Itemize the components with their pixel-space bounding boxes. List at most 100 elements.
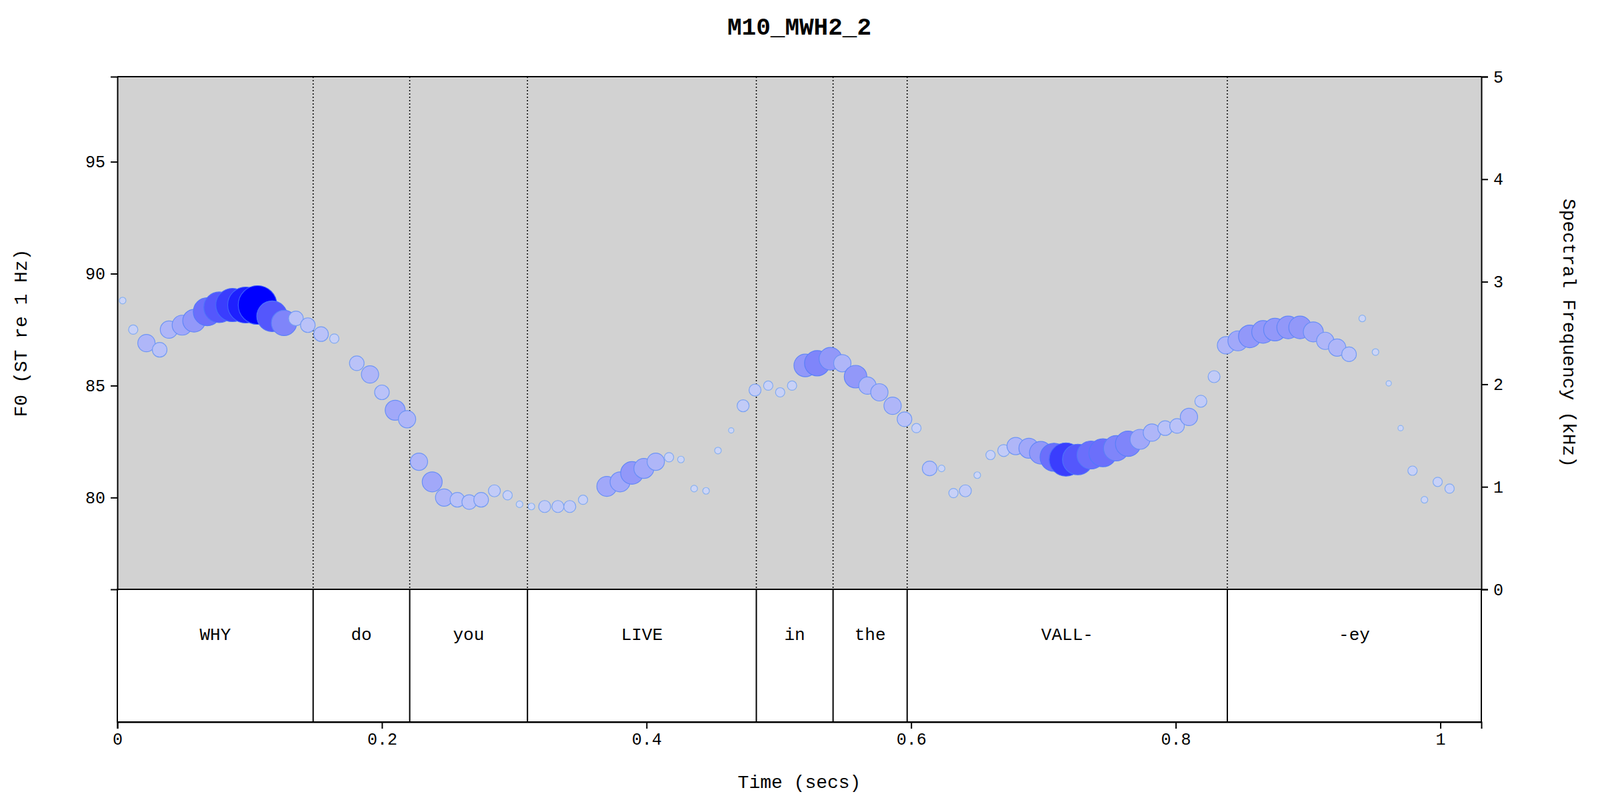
f0-point — [677, 456, 684, 463]
f0-point — [119, 297, 126, 304]
f0-point — [690, 485, 698, 492]
word-boundaries — [313, 76, 1228, 722]
tier-box — [117, 589, 1482, 722]
word-label: in — [784, 625, 805, 646]
tick-mark — [110, 161, 118, 163]
tick-label: 4 — [1493, 170, 1504, 190]
f0-point — [374, 384, 390, 400]
word-label: VALL- — [1041, 625, 1094, 646]
frame-bottom — [117, 588, 1482, 590]
f0-point — [870, 383, 888, 401]
y-axis-line — [110, 77, 118, 590]
boundary-line — [756, 589, 758, 722]
f0-point — [702, 487, 710, 494]
boundary-line — [906, 589, 908, 722]
boundary-line — [832, 589, 834, 722]
f0-point — [329, 334, 339, 344]
boundary-dotted — [409, 76, 411, 590]
f0-point — [714, 447, 722, 454]
tick-mark — [1175, 722, 1177, 729]
f0-point — [974, 472, 981, 479]
x-axis-title: Time (secs) — [738, 772, 862, 794]
tick-label: 0 — [1493, 581, 1504, 601]
f0-point — [749, 384, 762, 396]
f0-point — [884, 397, 902, 415]
f0-point — [361, 366, 379, 384]
boundary-line — [409, 589, 411, 722]
boundary-line — [526, 589, 528, 722]
tick: 0.8 — [1161, 722, 1192, 750]
f0-point — [410, 453, 428, 471]
f0-point — [1372, 348, 1379, 356]
f0-point — [775, 387, 785, 397]
tick-mark — [1481, 486, 1488, 488]
f0-point — [664, 452, 674, 462]
word-labels: WHYdoyouLIVEintheVALL--ey — [199, 625, 1370, 646]
tick-mark — [910, 722, 912, 729]
f0-point — [1342, 346, 1357, 362]
tick-label: 0.8 — [1161, 730, 1192, 750]
tick-mark — [117, 722, 119, 729]
tick-label: 1 — [1435, 730, 1446, 750]
tick-mark — [1481, 76, 1488, 78]
points — [119, 286, 1454, 513]
tick-mark — [1481, 589, 1488, 591]
chart-container: WHYdoyouLIVEintheVALL--ey808590950123450… — [0, 0, 1600, 800]
tick-mark — [110, 385, 118, 387]
f0-point — [897, 412, 912, 427]
plot-background — [117, 76, 1482, 590]
f0-point — [728, 428, 734, 434]
tick: 1 — [1481, 478, 1504, 498]
f0-point — [1421, 496, 1428, 504]
boundary-dotted — [1226, 76, 1228, 590]
f0-point — [959, 484, 972, 497]
y2-axis-title: Spectral Frequency (kHz) — [1558, 198, 1579, 468]
tick-label: 1 — [1493, 478, 1504, 498]
tick-mark — [381, 722, 383, 729]
f0-point — [1398, 425, 1404, 431]
tick-label: 95 — [85, 153, 106, 173]
tick-label: 90 — [85, 265, 106, 285]
f0-point — [1433, 477, 1443, 487]
f0-point — [552, 500, 564, 513]
f0-point — [128, 324, 138, 334]
f0-point — [1208, 370, 1220, 383]
tick-label: 0.4 — [632, 730, 662, 750]
word-label: you — [452, 625, 484, 646]
f0-point — [300, 318, 316, 333]
boundary-dotted — [756, 76, 758, 590]
tick: 3 — [1481, 273, 1504, 293]
tick: 5 — [1481, 68, 1504, 88]
tick-label: 0.6 — [896, 730, 927, 750]
tick: 1 — [1435, 722, 1446, 750]
f0-point — [922, 461, 937, 476]
x-axis-line — [118, 722, 1482, 730]
boundary-line — [1226, 589, 1228, 722]
f0-point — [1194, 395, 1207, 408]
f0-point — [986, 450, 996, 460]
tick-mark — [646, 722, 648, 729]
f0-point — [1386, 380, 1392, 386]
tick: 0.4 — [632, 722, 662, 750]
word-label: the — [854, 625, 886, 646]
word-label: -ey — [1338, 625, 1370, 646]
tick: 0.2 — [367, 722, 398, 750]
f0-point — [1358, 315, 1366, 322]
y2-axis-line — [1482, 77, 1489, 590]
f0-point — [474, 492, 489, 508]
f0-point — [578, 495, 588, 505]
f0-point — [737, 400, 750, 412]
y-axis-title: F0 (ST re 1 Hz) — [11, 248, 32, 417]
f0-point — [398, 410, 416, 428]
f0-point — [502, 490, 512, 500]
tick-label: 5 — [1493, 68, 1504, 88]
f0-point — [1408, 466, 1418, 476]
f0-point — [516, 500, 523, 508]
tick-mark — [1481, 178, 1488, 180]
f0-point — [912, 423, 922, 433]
tick: 0 — [112, 722, 123, 750]
f0-point — [763, 380, 773, 390]
x-axis: 0 0.2 0.4 0.6 0.8 1 — [112, 722, 1482, 750]
tick-mark — [1481, 281, 1488, 283]
f0-point — [564, 500, 576, 513]
